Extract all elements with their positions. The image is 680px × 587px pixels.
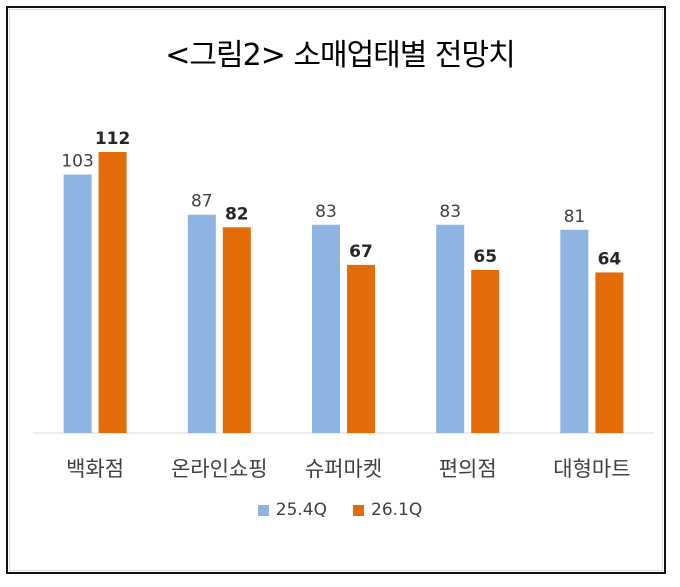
x-tick-label-온라인쇼핑: 온라인쇼핑 [171, 457, 268, 481]
data-label-25.4Q-편의점: 83 [439, 202, 461, 222]
data-label-26.1Q-슈퍼마켓: 67 [349, 242, 373, 262]
bar-26.1Q-백화점 [98, 152, 127, 433]
data-label-25.4Q-백화점: 103 [61, 152, 93, 172]
bar-25.4Q-온라인쇼핑 [187, 214, 216, 433]
data-label-26.1Q-대형마트: 64 [598, 249, 622, 269]
data-label-26.1Q-온라인쇼핑: 82 [225, 204, 249, 224]
data-label-25.4Q-슈퍼마켓: 83 [315, 202, 337, 222]
legend-item-25.4Q: 25.4Q [257, 500, 327, 520]
bar-26.1Q-슈퍼마켓 [347, 264, 375, 433]
bar-25.4Q-대형마트 [560, 229, 589, 433]
chart-legend: 25.4Q 26.1Q [0, 500, 680, 520]
legend-swatch [353, 504, 364, 516]
data-label-25.4Q-온라인쇼핑: 87 [191, 192, 213, 212]
bar-25.4Q-백화점 [63, 174, 92, 433]
legend-label: 25.4Q [275, 500, 327, 520]
data-label-26.1Q-백화점: 112 [95, 129, 131, 149]
x-tick-label-슈퍼마켓: 슈퍼마켓 [305, 457, 382, 481]
x-tick-label-백화점: 백화점 [66, 457, 124, 481]
bar-26.1Q-편의점 [471, 269, 500, 433]
data-label-26.1Q-편의점: 65 [473, 247, 497, 267]
legend-swatch [257, 504, 269, 516]
bar-25.4Q-슈퍼마켓 [312, 224, 340, 433]
data-label-25.4Q-대형마트: 81 [564, 207, 586, 227]
bar-26.1Q-온라인쇼핑 [222, 227, 251, 433]
x-tick-label-대형마트: 대형마트 [553, 457, 630, 481]
legend-item-26.1Q: 26.1Q [353, 500, 422, 520]
x-tick-label-편의점: 편의점 [439, 457, 497, 481]
bar-25.4Q-편의점 [436, 224, 465, 433]
legend-label: 26.1Q [371, 500, 423, 520]
chart-title: <그림2> 소매업태별 전망치 [165, 38, 515, 73]
bar-26.1Q-대형마트 [595, 272, 624, 433]
